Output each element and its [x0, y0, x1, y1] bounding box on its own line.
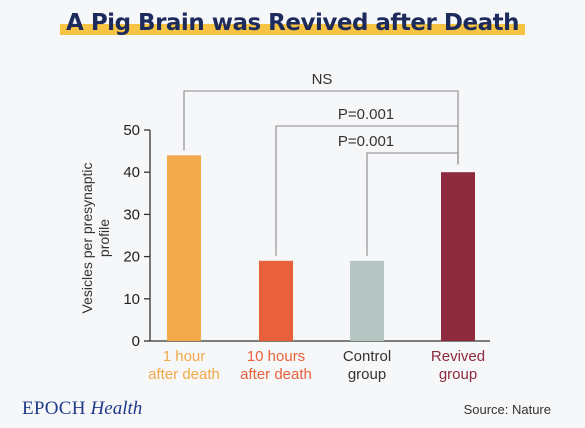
- y-tick-label: 30: [123, 206, 140, 223]
- category-label: Control group: [343, 348, 391, 383]
- y-axis-label-line: Vesicles per presynaptic: [79, 163, 95, 314]
- category-label-line: 1 hour: [163, 348, 206, 365]
- bar: [259, 260, 293, 341]
- comparison-label: P=0.001: [338, 106, 394, 123]
- category-label-line: after death: [148, 366, 220, 383]
- category-label: 1 hour after death: [148, 348, 220, 383]
- chart-title: A Pig Brain was Revived after Death: [60, 10, 525, 36]
- brand-logo: EPOCH Health: [22, 398, 142, 420]
- brand-part1: EPOCH: [22, 398, 86, 419]
- y-tick-label: 10: [123, 291, 140, 308]
- category-label-line: Revived: [431, 348, 485, 365]
- category-label-line: after death: [240, 366, 312, 383]
- category-label: 10 hours after death: [240, 348, 312, 383]
- bar: [441, 172, 475, 341]
- comparison-bracket: [275, 125, 459, 256]
- y-tick-label: 20: [123, 249, 140, 266]
- y-tick-label: 0: [132, 333, 140, 350]
- y-axis-label-line: profile: [96, 219, 112, 257]
- comparison-label: NS: [312, 71, 333, 88]
- category-label-line: Control: [343, 348, 391, 365]
- title-banner: A Pig Brain was Revived after Death: [0, 10, 585, 36]
- comparison-label: P=0.001: [338, 133, 394, 150]
- y-axis-label: Vesicles per presynapticprofile: [79, 163, 112, 314]
- y-tick-label: 40: [123, 164, 140, 181]
- category-label-line: group: [348, 366, 386, 383]
- category-label-line: 10 hours: [247, 348, 305, 365]
- source-note: Source: Nature: [463, 402, 551, 417]
- comparison-bracket: [366, 152, 459, 256]
- bar: [167, 155, 201, 341]
- category-label: Revived group: [431, 348, 485, 383]
- bar: [350, 260, 384, 341]
- category-label-line: group: [439, 366, 477, 383]
- brand-part2: Health: [90, 398, 143, 419]
- y-tick-label: 50: [123, 122, 140, 139]
